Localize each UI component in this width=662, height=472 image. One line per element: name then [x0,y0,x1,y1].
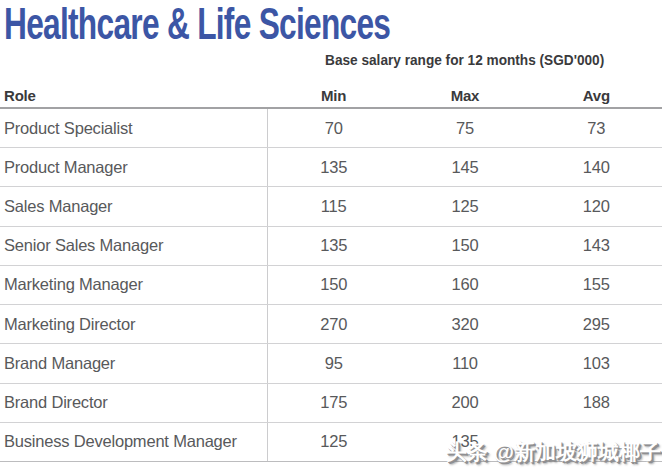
max-cell: 320 [399,315,530,334]
max-cell: 145 [399,158,530,177]
table-row: Sales Manager 115 125 120 [0,187,662,226]
min-cell: 175 [268,393,399,412]
role-cell: Brand Manager [0,344,268,382]
table-header-row: Role Min Max Avg [0,83,662,107]
role-cell: Marketing Manager [0,266,268,304]
table-subtitle-container: Base salary range for 12 months (SGD'000… [268,51,662,69]
table-row: Brand Manager 95 110 103 [0,344,662,383]
role-cell: Senior Sales Manager [0,227,268,265]
avg-cell: 103 [531,354,662,373]
min-cell: 270 [268,315,399,334]
min-cell: 150 [268,275,399,294]
avg-cell: 140 [531,158,662,177]
role-cell: Sales Manager [0,187,268,225]
max-cell: 125 [399,197,530,216]
table-subtitle: Base salary range for 12 months (SGD'000… [325,51,604,69]
avg-cell: 155 [531,275,662,294]
max-cell: 75 [399,119,530,138]
salary-table: Product Specialist 70 75 73 Product Mana… [0,107,662,462]
role-cell: Product Specialist [0,109,268,147]
avg-cell: 143 [531,236,662,255]
role-cell: Marketing Director [0,305,268,343]
column-header-max: Max [399,87,530,104]
max-cell: 200 [399,393,530,412]
avg-cell: 120 [531,197,662,216]
table-row: Marketing Manager 150 160 155 [0,266,662,305]
max-cell: 110 [399,354,530,373]
min-cell: 70 [268,119,399,138]
min-cell: 125 [268,432,399,451]
avg-cell: 295 [531,315,662,334]
max-cell: 160 [399,275,530,294]
page-title: Healthcare & Life Sciences [4,0,390,49]
table-row: Product Manager 135 145 140 [0,148,662,187]
avg-cell: 73 [531,119,662,138]
role-cell: Brand Director [0,384,268,422]
watermark-text: 头条 @新加坡狮城椰子 [446,438,661,466]
table-row: Brand Director 175 200 188 [0,384,662,423]
column-header-avg: Avg [531,87,662,104]
avg-cell: 188 [531,393,662,412]
role-cell: Business Development Manager [0,423,268,461]
min-cell: 135 [268,236,399,255]
max-cell: 150 [399,236,530,255]
min-cell: 95 [268,354,399,373]
table-row: Marketing Director 270 320 295 [0,305,662,344]
column-header-role: Role [0,87,268,104]
role-cell: Product Manager [0,148,268,186]
table-row: Product Specialist 70 75 73 [0,109,662,148]
min-cell: 115 [268,197,399,216]
column-header-min: Min [268,87,399,104]
document-page: Healthcare & Life Sciences Base salary r… [0,0,662,472]
min-cell: 135 [268,158,399,177]
table-row: Senior Sales Manager 135 150 143 [0,227,662,266]
